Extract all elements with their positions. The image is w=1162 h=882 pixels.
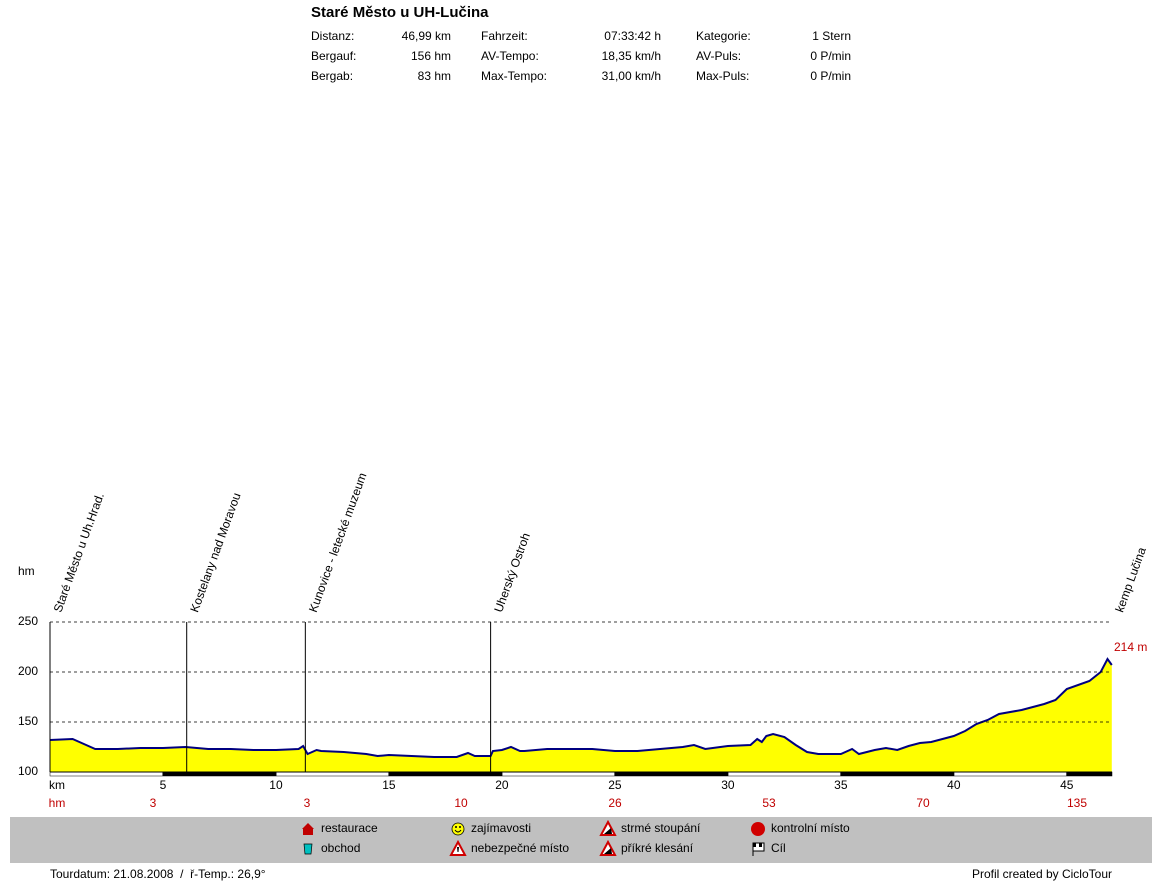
legend-label: příkré klesání bbox=[621, 841, 694, 855]
icon-part bbox=[454, 829, 462, 833]
legend-label: restaurace bbox=[321, 821, 378, 835]
x-tick-label: 35 bbox=[834, 778, 848, 792]
stat-label: Bergab: bbox=[311, 69, 353, 83]
climb-value: 3 bbox=[304, 796, 311, 810]
stat-value: 18,35 km/h bbox=[602, 49, 661, 63]
legend-label: kontrolní místo bbox=[771, 821, 850, 835]
icon-part bbox=[303, 829, 313, 835]
x-tick-label: 40 bbox=[947, 778, 961, 792]
end-label: 214 m bbox=[1114, 640, 1147, 654]
x-tick-label: 15 bbox=[382, 778, 396, 792]
legend-icon bbox=[303, 843, 313, 855]
waypoint-label: Staré Město u Uh.Hrad. bbox=[51, 491, 107, 614]
legend-icon bbox=[751, 822, 765, 836]
icon-part bbox=[302, 823, 314, 829]
stat-value: 156 hm bbox=[411, 49, 451, 63]
icon-part bbox=[459, 826, 461, 828]
stat-value: 1 Stern bbox=[812, 29, 851, 43]
icon-part bbox=[753, 843, 756, 847]
stat-label: Distanz: bbox=[311, 29, 354, 43]
x-tick-label: 45 bbox=[1060, 778, 1074, 792]
y-tick-label: 100 bbox=[18, 764, 38, 778]
x-axis-label: km bbox=[49, 778, 65, 792]
scale-segment bbox=[388, 772, 502, 776]
icon-part bbox=[604, 828, 612, 834]
stat-value: 31,00 km/h bbox=[602, 69, 661, 83]
footer-right: Profil created by CicloTour bbox=[972, 867, 1112, 881]
legend-label: Cíl bbox=[771, 841, 786, 855]
waypoint-label: Kunovice - letecké muzeum bbox=[306, 471, 370, 614]
stat-label: Kategorie: bbox=[696, 29, 751, 43]
legend-icon bbox=[599, 819, 617, 836]
stat-label: AV-Tempo: bbox=[481, 49, 539, 63]
y-tick-label: 200 bbox=[18, 664, 38, 678]
legend-icon bbox=[752, 842, 765, 856]
waypoint-label: kemp Lučina bbox=[1112, 545, 1149, 614]
stat-value: 83 hm bbox=[418, 69, 451, 83]
icon-part bbox=[451, 822, 465, 836]
scale-segment bbox=[1066, 772, 1112, 776]
scale-segment bbox=[162, 772, 276, 776]
icon-part bbox=[751, 822, 765, 836]
icon-part bbox=[604, 848, 612, 854]
y-tick-label: 150 bbox=[18, 714, 38, 728]
scale-segment bbox=[840, 772, 954, 776]
stat-value: 0 P/min bbox=[810, 49, 851, 63]
scale-outline bbox=[49, 771, 1113, 777]
waypoint-label: Uherský Ostroh bbox=[491, 531, 533, 614]
icon-part bbox=[303, 843, 313, 855]
stat-label: Fahrzeit: bbox=[481, 29, 528, 43]
stat-value: 07:33:42 h bbox=[604, 29, 661, 43]
legend-label: zajímavosti bbox=[471, 821, 531, 835]
scale-segment bbox=[614, 772, 728, 776]
x-tick-label: 10 bbox=[269, 778, 283, 792]
x-tick-label: 5 bbox=[160, 778, 167, 792]
x-tick-label: 30 bbox=[721, 778, 735, 792]
legend-icon bbox=[449, 839, 467, 856]
climb-value: 70 bbox=[916, 796, 930, 810]
elevation-area bbox=[50, 659, 1112, 772]
stat-value: 0 P/min bbox=[810, 69, 851, 83]
footer-left: Tourdatum: 21.08.2008 / ř-Temp.: 26,9° bbox=[50, 867, 266, 881]
climb-value: 3 bbox=[150, 796, 157, 810]
x-tick-label: 25 bbox=[608, 778, 622, 792]
icon-part bbox=[457, 847, 459, 852]
y-axis-label: hm bbox=[18, 564, 35, 578]
climb-label: hm bbox=[49, 796, 66, 810]
climb-value: 26 bbox=[608, 796, 622, 810]
climb-value: 53 bbox=[762, 796, 776, 810]
x-tick-label: 20 bbox=[495, 778, 509, 792]
y-tick-label: 250 bbox=[18, 614, 38, 628]
stat-label: Max-Tempo: bbox=[481, 69, 547, 83]
legend-icon bbox=[599, 839, 617, 856]
climb-value: 10 bbox=[454, 796, 468, 810]
stat-label: Bergauf: bbox=[311, 49, 356, 63]
legend-icon bbox=[302, 823, 314, 835]
icon-part bbox=[759, 843, 762, 847]
waypoint-label: Kostelany nad Moravou bbox=[187, 491, 243, 614]
legend-label: obchod bbox=[321, 841, 360, 855]
stat-label: AV-Puls: bbox=[696, 49, 741, 63]
legend-box bbox=[10, 817, 1152, 863]
title: Staré Město u UH-Lučina bbox=[311, 4, 489, 21]
elevation-line bbox=[49, 657, 1113, 758]
climb-value: 135 bbox=[1067, 796, 1087, 810]
stat-label: Max-Puls: bbox=[696, 69, 749, 83]
legend-icon bbox=[451, 822, 465, 836]
legend-label: strmé stoupání bbox=[621, 821, 701, 835]
icon-part bbox=[455, 826, 457, 828]
stat-value: 46,99 km bbox=[402, 29, 451, 43]
legend-label: nebezpečné místo bbox=[471, 841, 569, 855]
